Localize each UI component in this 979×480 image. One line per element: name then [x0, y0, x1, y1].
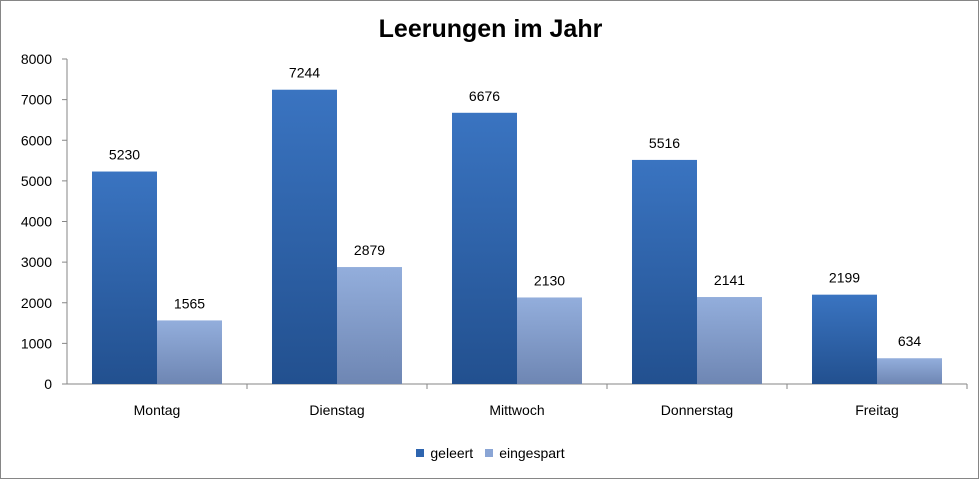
legend-item-geleert: geleert: [416, 445, 473, 461]
bar-eingespart-Dienstag: [337, 267, 402, 384]
legend-item-eingespart: eingespart: [485, 445, 565, 461]
x-tick-label: Donnerstag: [661, 402, 733, 418]
bars: [92, 89, 968, 389]
y-tick-label: 7000: [21, 92, 52, 108]
bar-geleert-Dienstag: [272, 89, 337, 385]
y-tick-label: 5000: [21, 173, 52, 189]
x-tick-label: Mittwoch: [489, 402, 544, 418]
legend-label-geleert: geleert: [430, 445, 474, 461]
y-tick-label: 3000: [21, 254, 52, 270]
data-label-geleert-Donnerstag: 5516: [649, 135, 680, 151]
bar-eingespart-Montag: [157, 320, 222, 384]
bar-geleert-Montag: [92, 171, 157, 384]
y-tick-label: 8000: [21, 51, 52, 67]
data-label-eingespart-Freitag: 634: [898, 333, 922, 349]
y-tick-label: 1000: [21, 335, 52, 351]
data-label-geleert-Freitag: 2199: [829, 270, 860, 286]
legend: geleert eingespart: [1, 445, 979, 461]
value-labels: 5230 1565 7244 2879 6676 2130 5516 2141 2199 634: [109, 65, 921, 350]
y-tick-label: 2000: [21, 295, 52, 311]
data-label-eingespart-Donnerstag: 2141: [714, 272, 745, 288]
legend-swatch-eingespart: [485, 449, 494, 457]
legend-label-eingespart: eingespart: [499, 445, 565, 461]
bar-geleert-Mittwoch: [452, 112, 517, 384]
bar-geleert-Donnerstag: [632, 159, 697, 384]
bar-eingespart-Mittwoch: [517, 297, 582, 384]
bar-eingespart-Freitag: [877, 358, 942, 384]
data-label-eingespart-Dienstag: 2879: [354, 242, 385, 258]
x-tick-label: Dienstag: [309, 402, 364, 418]
y-tick-label: 6000: [21, 132, 52, 148]
data-label-geleert-Dienstag: 7244: [289, 65, 320, 81]
data-label-eingespart-Mittwoch: 2130: [534, 272, 565, 288]
x-tick-label: Freitag: [855, 402, 899, 418]
chart-title: Leerungen im Jahr: [378, 15, 603, 43]
y-tick-label: 4000: [21, 214, 52, 230]
y-tick-label: 0: [44, 376, 52, 392]
data-label-eingespart-Montag: 1565: [174, 295, 205, 311]
x-axis-labels: Montag Dienstag Mittwoch Donnerstag Freitag: [134, 402, 899, 418]
data-label-geleert-Montag: 5230: [109, 147, 140, 163]
x-tick-label: Montag: [134, 402, 181, 418]
bar-eingespart-Donnerstag: [697, 297, 762, 384]
y-axis-ticks: 0 1000 2000 3000 4000 5000 6000 7000 8000: [21, 51, 67, 392]
data-label-geleert-Mittwoch: 6676: [469, 88, 500, 104]
bar-geleert-Freitag: [812, 294, 877, 384]
legend-swatch-geleert: [416, 449, 425, 457]
